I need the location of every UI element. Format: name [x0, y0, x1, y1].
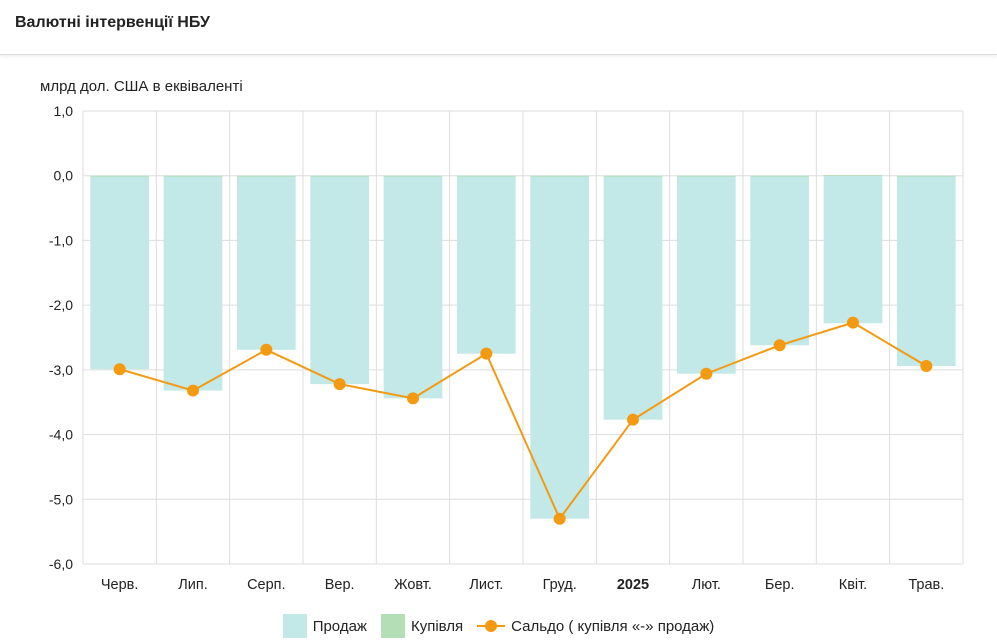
x-tick-label: Квіт. [839, 577, 867, 593]
balance-point [553, 512, 566, 525]
x-tick-label: Лют. [692, 577, 721, 593]
bar-sales [163, 175, 223, 391]
x-tick-label: Жовт. [394, 577, 432, 593]
y-tick-label: -6,0 [49, 556, 73, 572]
bar-purchases [823, 175, 883, 177]
legend-label-sales: Продаж [312, 617, 367, 635]
bar-sales [823, 175, 883, 324]
chart-title: Валютні інтервенції НБУ [15, 14, 210, 31]
x-tick-label: Трав. [908, 577, 944, 593]
legend-swatch-purchases [380, 614, 405, 638]
y-tick-label: -1,0 [49, 232, 73, 248]
legend-label-balance: Сальдо ( купівля «-» продаж) [511, 617, 715, 635]
bar-sales [457, 175, 516, 354]
bar-purchases [163, 175, 223, 177]
chart-legend: Продаж Купівля Сальдо ( купівля «-» прод… [0, 612, 997, 640]
intervention-chart: 1,0 0,0 -1,0 -2,0 -3,0 -4,0 -5,0 -6,0 Черв. Лип. С… [49, 103, 964, 593]
y-tick-label: -2,0 [49, 297, 73, 313]
bar-purchases [383, 175, 443, 177]
bar-sales [603, 175, 663, 420]
balance-point [920, 359, 933, 372]
bar-purchases [90, 175, 149, 177]
balance-point [333, 378, 346, 391]
balance-point [187, 384, 199, 397]
balance-point [627, 413, 639, 426]
x-tick-label: Серп. [247, 577, 285, 593]
bar-sales [750, 175, 809, 346]
balance-point [480, 347, 493, 360]
bar-purchases [750, 175, 809, 177]
y-tick-label: -5,0 [49, 491, 73, 507]
balance-point [700, 367, 713, 380]
balance-point [773, 339, 786, 352]
balance-point [407, 392, 419, 405]
balance-point [847, 316, 859, 329]
balance-point [260, 343, 273, 356]
x-tick-label: Груд. [543, 577, 577, 593]
legend-swatch-balance [477, 619, 506, 633]
x-tick-label: 2025 [617, 577, 649, 593]
y-tick-label: 1,0 [54, 103, 74, 119]
chart-header: Валютні інтервенції НБУ [0, 0, 997, 55]
legend-item-purchases[interactable]: Купівля [380, 614, 464, 638]
bar-sales [897, 175, 956, 366]
x-tick-label: Черв. [101, 577, 139, 593]
y-tick-label: -4,0 [49, 427, 73, 443]
legend-label-purchases: Купівля [410, 617, 464, 635]
bar-purchases [457, 175, 516, 177]
y-tick-label: 0,0 [54, 168, 74, 184]
bar-purchases [603, 175, 663, 177]
bar-sales [237, 175, 296, 350]
x-tick-label: Бер. [765, 577, 795, 593]
bar-sales [90, 175, 149, 370]
balance-point [113, 363, 126, 376]
legend-swatch-sales [282, 614, 307, 638]
x-tick-label: Лип. [178, 577, 208, 593]
x-tick-label: Лист. [469, 577, 503, 593]
bar-purchases [530, 175, 589, 177]
bar-sales [677, 175, 736, 374]
balance-line [119, 321, 927, 521]
bar-sales [310, 175, 369, 385]
y-axis-unit-label: млрд дол. США в еквіваленті [40, 78, 243, 95]
bar-sales [530, 175, 589, 519]
x-tick-label: Вер. [325, 577, 355, 593]
bar-sales [383, 175, 443, 399]
bar-purchases [237, 175, 296, 177]
bar-purchases [677, 175, 736, 177]
legend-item-balance[interactable]: Сальдо ( купівля «-» продаж) [477, 618, 714, 635]
legend-item-sales[interactable]: Продаж [282, 614, 367, 638]
bar-purchases [310, 175, 369, 177]
bar-purchases [897, 175, 956, 177]
y-tick-label: -3,0 [49, 362, 73, 378]
